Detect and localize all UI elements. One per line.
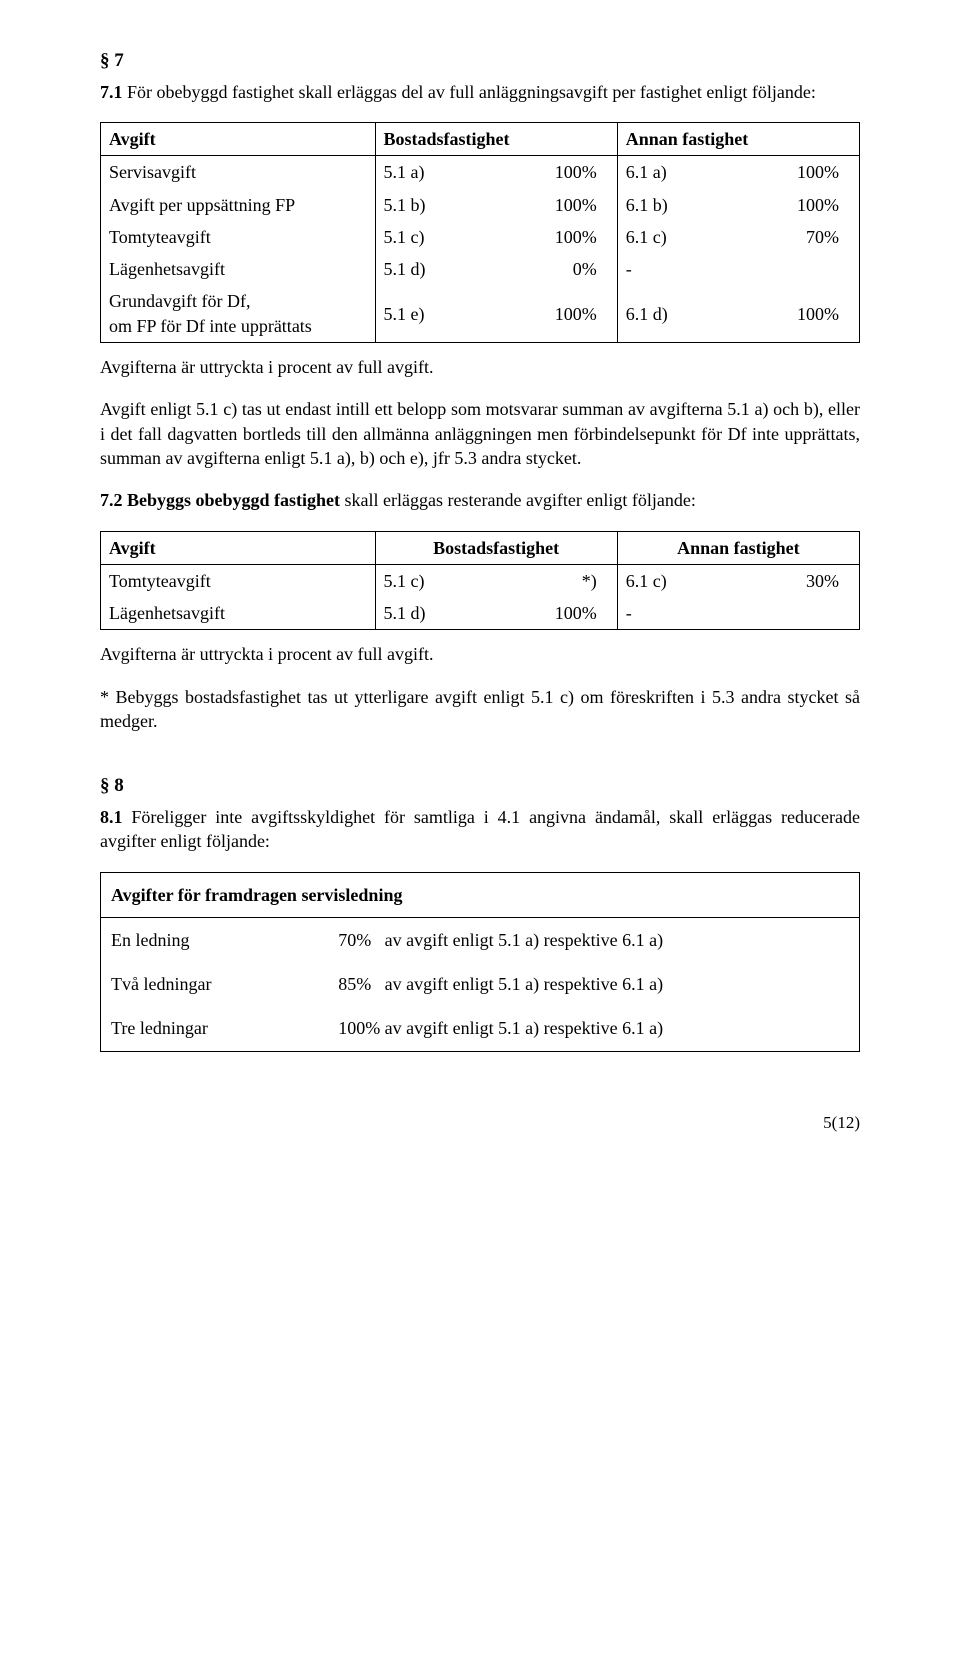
cell: 5.1 b) bbox=[375, 189, 488, 221]
table-row: Avgift per uppsättning FP 5.1 b) 100% 6.… bbox=[101, 189, 860, 221]
cell: - bbox=[617, 253, 730, 285]
cell: 6.1 c) bbox=[617, 221, 730, 253]
col-header: Bostadsfastighet bbox=[375, 122, 617, 155]
cell: 6.1 d) bbox=[617, 285, 730, 342]
cell-label: Grundavgift för Df, om FP för Df inte up… bbox=[101, 285, 376, 342]
table-row: Lägenhetsavgift 5.1 d) 0% - bbox=[101, 253, 860, 285]
cell: 0% bbox=[488, 253, 617, 285]
table-row: En ledning 70% av avgift enligt 5.1 a) r… bbox=[101, 917, 860, 962]
section-7-heading: § 7 bbox=[100, 48, 860, 74]
cell: 100% bbox=[730, 285, 859, 342]
cell-label: En ledning bbox=[101, 917, 329, 962]
col-header: Annan fastighet bbox=[617, 122, 859, 155]
s7-p5: Avgifterna är uttryckta i procent av ful… bbox=[100, 642, 860, 666]
s7-p1: 7.1 För obebyggd fastighet skall erlägga… bbox=[100, 80, 860, 104]
cell: 5.1 d) bbox=[375, 253, 488, 285]
table-row: Servisavgift 5.1 a) 100% 6.1 a) 100% bbox=[101, 156, 860, 189]
cell: 100% bbox=[488, 156, 617, 189]
s7-p6: * Bebyggs bostadsfastighet tas ut ytterl… bbox=[100, 685, 860, 734]
cell: - bbox=[617, 597, 730, 630]
s7-p1-lead: 7.1 bbox=[100, 82, 123, 102]
s8-p1-lead: 8.1 bbox=[100, 807, 123, 827]
table-row: Lägenhetsavgift 5.1 d) 100% - bbox=[101, 597, 860, 630]
cell-label: Lägenhetsavgift bbox=[101, 253, 376, 285]
s7-p1-rest: För obebyggd fastighet skall erläggas de… bbox=[123, 82, 816, 102]
table-7-1: Avgift Bostadsfastighet Annan fastighet … bbox=[100, 122, 860, 343]
cell: 100% bbox=[730, 189, 859, 221]
table-row: Avgift Bostadsfastighet Annan fastighet bbox=[101, 122, 860, 155]
cell: 100% av avgift enligt 5.1 a) respektive … bbox=[328, 1006, 859, 1051]
cell: 100% bbox=[488, 189, 617, 221]
table-row: Avgifter för framdragen servisledning bbox=[101, 872, 860, 917]
cell: 5.1 c) bbox=[375, 564, 488, 597]
s7-p4-rest: skall erläggas resterande avgifter enlig… bbox=[340, 490, 696, 510]
cell: 100% bbox=[488, 597, 617, 630]
cell: *) bbox=[488, 564, 617, 597]
section-8-heading: § 8 bbox=[100, 773, 860, 799]
cell-label: Lägenhetsavgift bbox=[101, 597, 376, 630]
cell-label: Tomtyteavgift bbox=[101, 221, 376, 253]
cell: 6.1 c) bbox=[617, 564, 730, 597]
s7-p4: 7.2 Bebyggs obebyggd fastighet skall erl… bbox=[100, 488, 860, 512]
cell: 85% av avgift enligt 5.1 a) respektive 6… bbox=[328, 962, 859, 1006]
table-row: Tre ledningar 100% av avgift enligt 5.1 … bbox=[101, 1006, 860, 1051]
cell: 70% bbox=[730, 221, 859, 253]
table-row: Avgift Bostadsfastighet Annan fastighet bbox=[101, 531, 860, 564]
col-header: Annan fastighet bbox=[617, 531, 859, 564]
s8-p1: 8.1 Föreligger inte avgiftsskyldighet fö… bbox=[100, 805, 860, 854]
cell: 70% av avgift enligt 5.1 a) respektive 6… bbox=[328, 917, 859, 962]
cell: 30% bbox=[730, 564, 859, 597]
page-number: 5(12) bbox=[100, 1112, 860, 1135]
table-row: Tomtyteavgift 5.1 c) *) 6.1 c) 30% bbox=[101, 564, 860, 597]
cell: 6.1 b) bbox=[617, 189, 730, 221]
table-title: Avgifter för framdragen servisledning bbox=[101, 872, 860, 917]
cell: 5.1 e) bbox=[375, 285, 488, 342]
cell bbox=[730, 253, 859, 285]
table-row: Tomtyteavgift 5.1 c) 100% 6.1 c) 70% bbox=[101, 221, 860, 253]
cell: 6.1 a) bbox=[617, 156, 730, 189]
cell-label: Avgift per uppsättning FP bbox=[101, 189, 376, 221]
s8-p1-rest: Föreligger inte avgiftsskyldighet för sa… bbox=[100, 807, 860, 851]
cell: 100% bbox=[730, 156, 859, 189]
table-8-1: Avgifter för framdragen servisledning En… bbox=[100, 872, 860, 1052]
cell-label: Tre ledningar bbox=[101, 1006, 329, 1051]
cell-label: Tomtyteavgift bbox=[101, 564, 376, 597]
s7-p4-lead: 7.2 Bebyggs obebyggd fastighet bbox=[100, 490, 340, 510]
cell: 5.1 a) bbox=[375, 156, 488, 189]
cell-label: Servisavgift bbox=[101, 156, 376, 189]
col-header: Avgift bbox=[101, 531, 376, 564]
table-row: Två ledningar 85% av avgift enligt 5.1 a… bbox=[101, 962, 860, 1006]
col-header: Bostadsfastighet bbox=[375, 531, 617, 564]
cell: 100% bbox=[488, 221, 617, 253]
s7-p3: Avgift enligt 5.1 c) tas ut endast intil… bbox=[100, 397, 860, 470]
s7-p2: Avgifterna är uttryckta i procent av ful… bbox=[100, 355, 860, 379]
table-7-2: Avgift Bostadsfastighet Annan fastighet … bbox=[100, 531, 860, 631]
col-header: Avgift bbox=[101, 122, 376, 155]
cell: 5.1 d) bbox=[375, 597, 488, 630]
cell: 5.1 c) bbox=[375, 221, 488, 253]
cell-label: Två ledningar bbox=[101, 962, 329, 1006]
table-row: Grundavgift för Df, om FP för Df inte up… bbox=[101, 285, 860, 342]
cell bbox=[730, 597, 859, 630]
cell: 100% bbox=[488, 285, 617, 342]
